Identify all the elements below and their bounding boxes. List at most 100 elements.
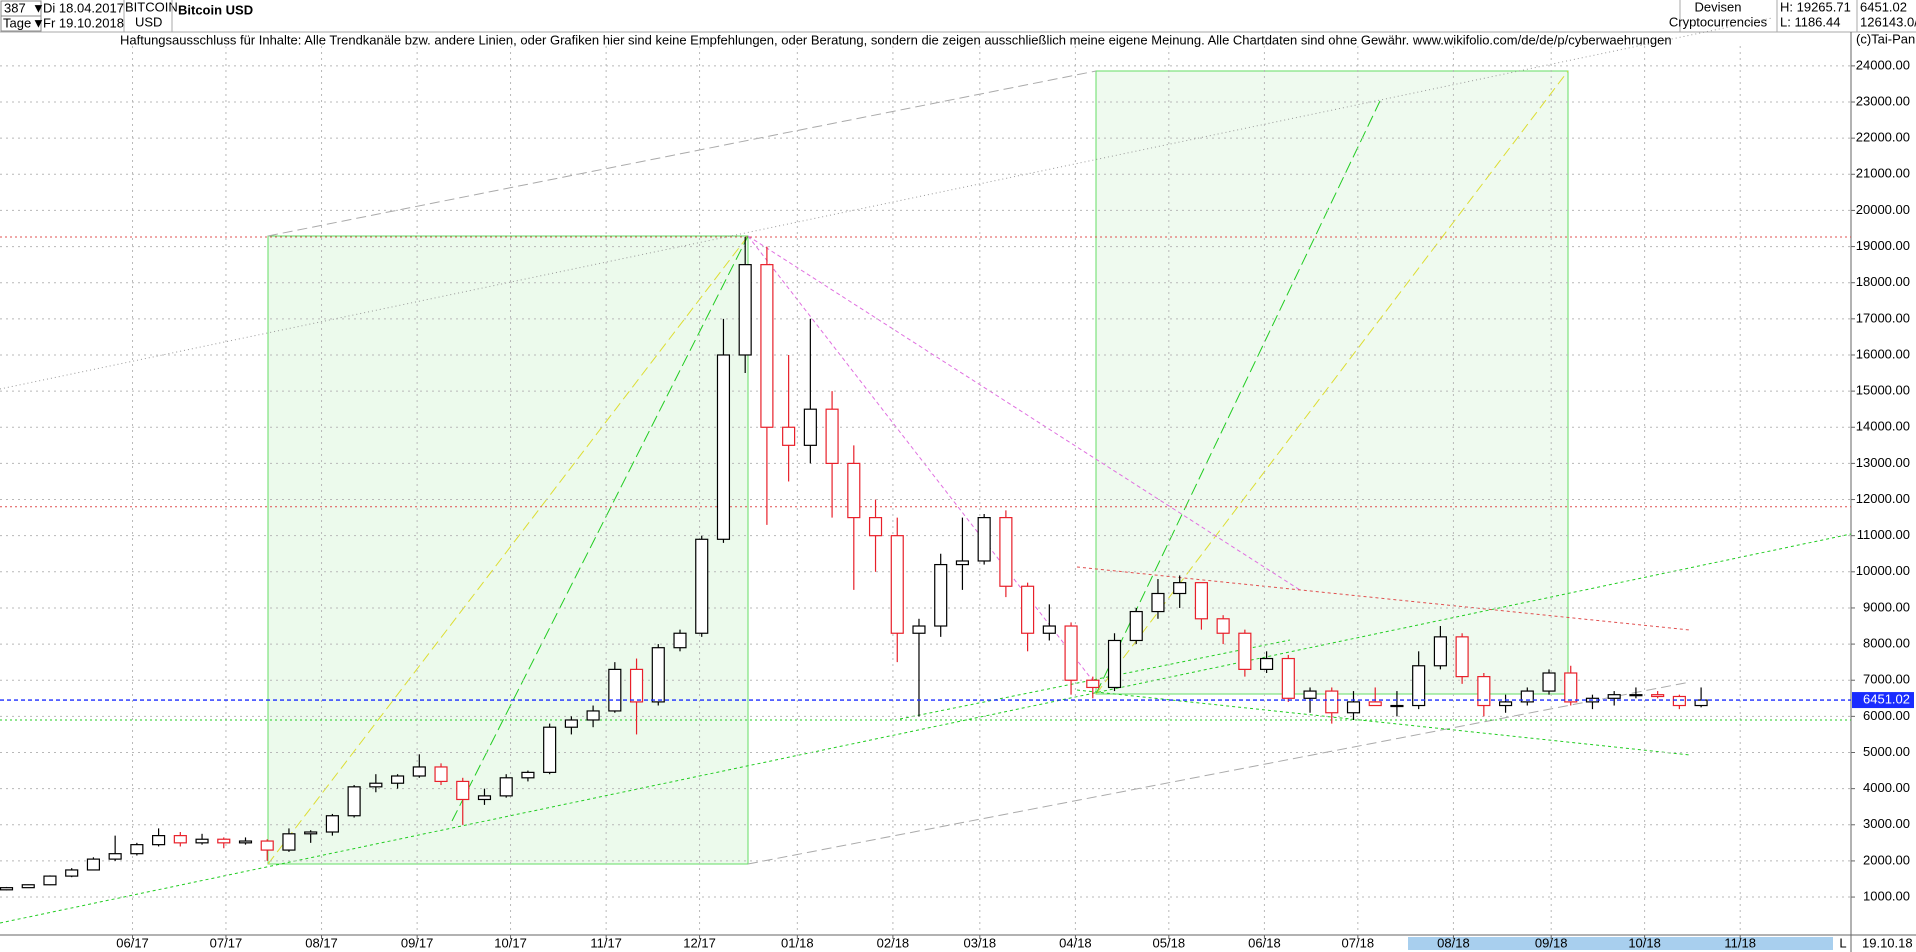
trend-line (451, 235, 749, 822)
candle-body (934, 563, 948, 627)
candle-body (260, 840, 274, 851)
x-tick-label: 08/17 (305, 935, 338, 950)
candle-body (1173, 582, 1187, 595)
x-tick-label: 03/18 (964, 935, 997, 950)
candle-body (1216, 618, 1230, 634)
candle-body (1129, 610, 1143, 642)
currency: USD (135, 14, 162, 29)
candle-body (130, 844, 144, 855)
candle-body (1607, 694, 1621, 699)
subcategory: Cryptocurrencies (1669, 14, 1768, 29)
last-price-label: 6451.02 (1863, 692, 1910, 707)
candle-body (477, 795, 492, 801)
candle-body (1346, 701, 1361, 714)
x-tick-label: 07/18 (1342, 935, 1375, 950)
y-tick-label: 4000.00 (1863, 780, 1910, 795)
y-tick-label: 15000.00 (1856, 383, 1910, 398)
candle-body (1694, 699, 1708, 707)
x-tick-label: 06/18 (1248, 935, 1281, 950)
candle-body (195, 838, 209, 844)
y-tick-label: 8000.00 (1863, 636, 1910, 651)
y-tick-label: 22000.00 (1856, 130, 1910, 145)
trend-line (747, 235, 1301, 591)
candle-body (1672, 695, 1686, 707)
candle-body (586, 710, 600, 721)
candle-body (1042, 625, 1056, 634)
volume: 126143.0/ (1860, 14, 1916, 29)
copyright: (c)Tai-Pan (1856, 31, 1915, 46)
candle-body (434, 766, 448, 783)
y-tick-label: 13000.00 (1856, 455, 1910, 470)
candle-body (999, 517, 1013, 587)
candle-body (1151, 592, 1165, 613)
y-tick-label: 5000.00 (1863, 744, 1910, 759)
candle-body (1107, 639, 1122, 689)
period: Tage (3, 15, 31, 30)
dropdown-arrow[interactable]: ▼ (32, 15, 45, 30)
candle-body (1433, 636, 1447, 667)
candle-body (238, 840, 253, 844)
drawings (0, 17, 1852, 924)
disclaimer: Haftungsausschluss für Inhalte: Alle Tre… (120, 32, 1672, 47)
low: L: 1186.44 (1780, 14, 1840, 29)
category: Devisen (1695, 0, 1742, 14)
y-tick-label: 16000.00 (1856, 346, 1910, 361)
trend-line (0, 17, 1773, 390)
trend-line (899, 639, 1291, 720)
candle-body (152, 835, 166, 846)
candle-body (955, 560, 970, 566)
y-tick-label: 17000.00 (1856, 310, 1910, 325)
symbol: BITCOIN (125, 0, 178, 14)
candle-body (1498, 701, 1513, 707)
candle-body (43, 875, 57, 886)
x-tick-label: 05/18 (1153, 935, 1186, 950)
candle-body (304, 831, 318, 835)
y-tick-label: 19000.00 (1856, 238, 1910, 253)
candle-body (347, 786, 361, 817)
candle-body (977, 517, 991, 562)
date-from: Di 18.04.2017 (43, 0, 124, 15)
last-price: 6451.02 (1860, 0, 1907, 14)
candle-body (716, 354, 731, 540)
y-tick-label: 24000.00 (1856, 57, 1910, 72)
period-box (0, 15, 42, 32)
candle-body (1303, 690, 1317, 699)
y-tick-label: 3000.00 (1863, 816, 1910, 831)
candle-body (629, 668, 644, 703)
x-tick-label: 09/17 (401, 935, 434, 950)
y-tick-label: 14000.00 (1856, 419, 1910, 434)
candle-body (1390, 704, 1404, 708)
candle-body (325, 815, 339, 833)
candle-body (543, 726, 557, 773)
candle-body (173, 835, 187, 844)
y-tick-label: 2000.00 (1863, 852, 1910, 867)
candle-body (21, 884, 35, 889)
end-date: 19.10.18 (1862, 935, 1913, 950)
candle-body (1629, 694, 1643, 697)
candle-body (1455, 636, 1469, 678)
candle-body (1651, 694, 1665, 698)
count: 387 (4, 0, 26, 15)
candle-body (673, 632, 687, 649)
y-tick-label: 12000.00 (1856, 491, 1910, 506)
candle-body (695, 538, 709, 634)
candle-body (847, 462, 861, 519)
candle-body (651, 647, 665, 703)
candle-body (1368, 701, 1382, 707)
dropdown-arrow[interactable]: ▼ (32, 0, 45, 15)
candle-body (803, 408, 817, 446)
trend-line (1095, 70, 1569, 695)
candle-body (782, 426, 796, 446)
candle-body (912, 625, 926, 634)
candle-body (1086, 679, 1100, 689)
y-tick-label: 18000.00 (1856, 274, 1910, 289)
x-tick-label: 01/18 (781, 935, 814, 950)
candle-body (65, 869, 79, 877)
x-tick-label: 02/18 (877, 935, 910, 950)
candle-body (1325, 690, 1339, 714)
candle-body (608, 668, 622, 712)
candle-body (868, 517, 883, 537)
chart-title: Bitcoin USD (178, 2, 253, 17)
trend-line (747, 681, 1691, 865)
candle-body (521, 771, 535, 779)
